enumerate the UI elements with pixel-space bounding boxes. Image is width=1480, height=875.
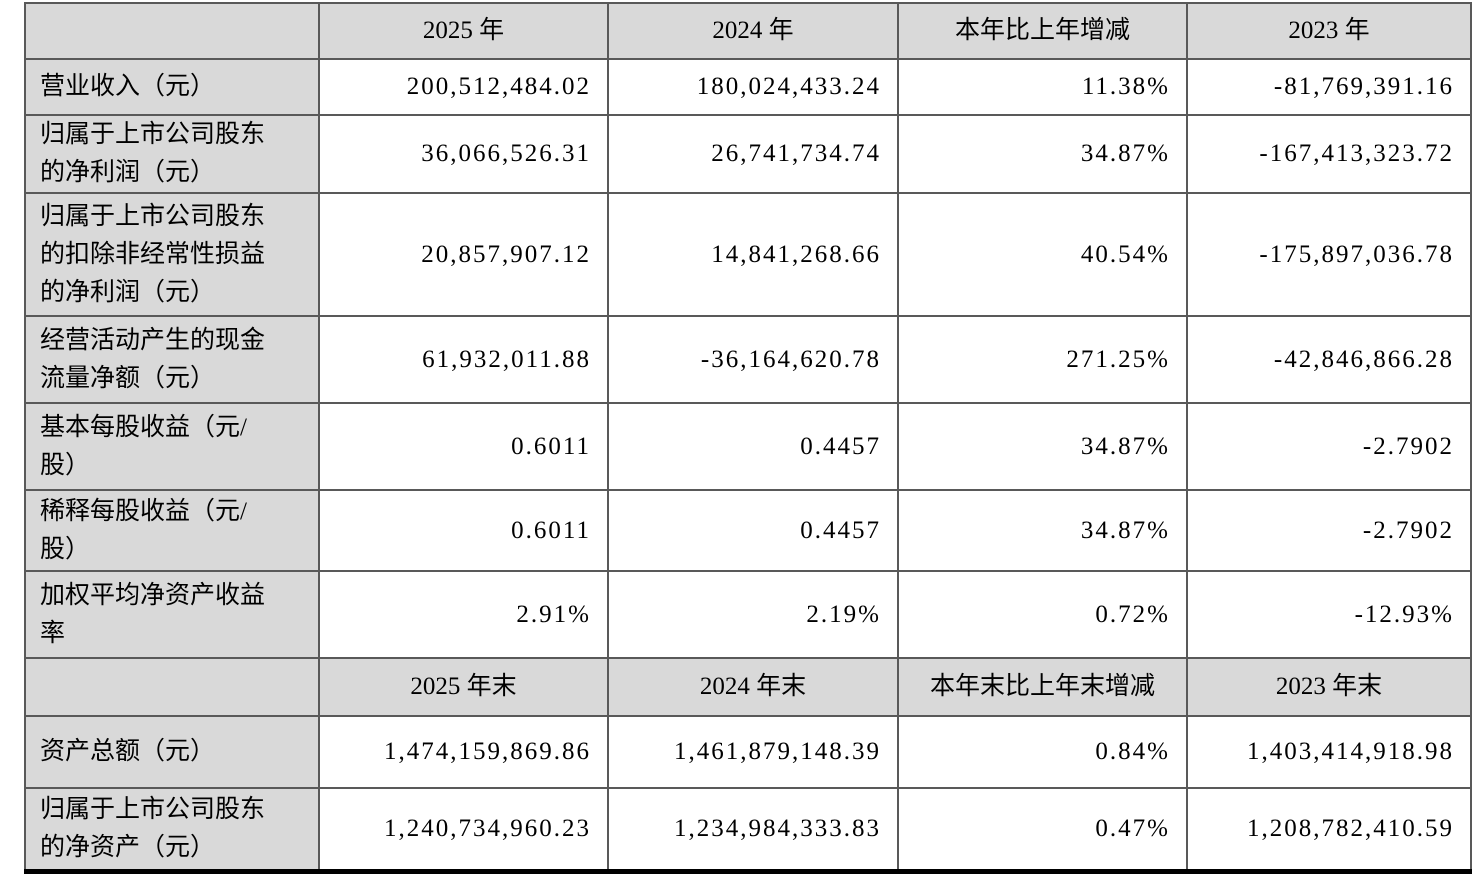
- table-row-revenue: 营业收入（元） 200,512,484.02 180,024,433.24 11…: [24, 58, 1472, 116]
- value-cell: 2.19%: [607, 570, 899, 659]
- financial-summary-table: 2025 年 2024 年 本年比上年增减 2023 年 营业收入（元） 200…: [24, 2, 1472, 874]
- value-cell: 61,932,011.88: [318, 315, 609, 404]
- header-cell-2023: 2023 年: [1186, 2, 1472, 60]
- table-row-total-assets: 资产总额（元） 1,474,159,869.86 1,461,879,148.3…: [24, 715, 1472, 789]
- header-cell-2025: 2025 年: [318, 2, 609, 60]
- value-cell: 1,461,879,148.39: [607, 715, 899, 789]
- row-label: 资产总额（元）: [24, 715, 320, 789]
- table-row-net-assets: 归属于上市公司股东 的净资产（元） 1,240,734,960.23 1,234…: [24, 787, 1472, 872]
- value-cell: 1,474,159,869.86: [318, 715, 609, 789]
- value-cell: 34.87%: [897, 489, 1188, 572]
- value-cell: -42,846,866.28: [1186, 315, 1472, 404]
- row-label: 经营活动产生的现金 流量净额（元）: [24, 315, 320, 404]
- value-cell: 0.6011: [318, 402, 609, 491]
- table-row-weighted-avg-roe: 加权平均净资产收益 率 2.91% 2.19% 0.72% -12.93%: [24, 570, 1472, 659]
- row-label: 归属于上市公司股东 的净利润（元）: [24, 114, 320, 194]
- value-cell: -167,413,323.72: [1186, 114, 1472, 194]
- value-cell: 26,741,734.74: [607, 114, 899, 194]
- table-row-net-profit: 归属于上市公司股东 的净利润（元） 36,066,526.31 26,741,7…: [24, 114, 1472, 194]
- value-cell: 1,403,414,918.98: [1186, 715, 1472, 789]
- value-cell: 0.4457: [607, 489, 899, 572]
- value-cell: 271.25%: [897, 315, 1188, 404]
- value-cell: 0.47%: [897, 787, 1188, 872]
- value-cell: -2.7902: [1186, 489, 1472, 572]
- value-cell: 0.4457: [607, 402, 899, 491]
- row-label: 归属于上市公司股东 的扣除非经常性损益 的净利润（元）: [24, 192, 320, 317]
- table-row-operating-cash-flow: 经营活动产生的现金 流量净额（元） 61,932,011.88 -36,164,…: [24, 315, 1472, 404]
- value-cell: 36,066,526.31: [318, 114, 609, 194]
- header-cell-year-end-change: 本年末比上年末增减: [897, 657, 1188, 717]
- table-row-net-profit-excl-nonrecurring: 归属于上市公司股东 的扣除非经常性损益 的净利润（元） 20,857,907.1…: [24, 192, 1472, 317]
- row-label: 稀释每股收益（元/ 股）: [24, 489, 320, 572]
- header-cell-2023-end: 2023 年末: [1186, 657, 1472, 717]
- row-label: 营业收入（元）: [24, 58, 320, 116]
- value-cell: 0.6011: [318, 489, 609, 572]
- header-cell-2024-end: 2024 年末: [607, 657, 899, 717]
- value-cell: 1,240,734,960.23: [318, 787, 609, 872]
- value-cell: -12.93%: [1186, 570, 1472, 659]
- row-label: 归属于上市公司股东 的净资产（元）: [24, 787, 320, 872]
- header-row-year-end: 2025 年末 2024 年末 本年末比上年末增减 2023 年末: [24, 657, 1472, 717]
- row-label: 基本每股收益（元/ 股）: [24, 402, 320, 491]
- value-cell: 1,234,984,333.83: [607, 787, 899, 872]
- value-cell: -175,897,036.78: [1186, 192, 1472, 317]
- header-cell-blank: [24, 657, 320, 717]
- value-cell: 14,841,268.66: [607, 192, 899, 317]
- value-cell: 40.54%: [897, 192, 1188, 317]
- value-cell: 0.84%: [897, 715, 1188, 789]
- value-cell: 1,208,782,410.59: [1186, 787, 1472, 872]
- row-label: 加权平均净资产收益 率: [24, 570, 320, 659]
- value-cell: -81,769,391.16: [1186, 58, 1472, 116]
- value-cell: 20,857,907.12: [318, 192, 609, 317]
- header-row-annual: 2025 年 2024 年 本年比上年增减 2023 年: [24, 2, 1472, 60]
- table-row-diluted-eps: 稀释每股收益（元/ 股） 0.6011 0.4457 34.87% -2.790…: [24, 489, 1472, 572]
- value-cell: 180,024,433.24: [607, 58, 899, 116]
- value-cell: 2.91%: [318, 570, 609, 659]
- table-row-basic-eps: 基本每股收益（元/ 股） 0.6011 0.4457 34.87% -2.790…: [24, 402, 1472, 491]
- header-cell-yoy-change: 本年比上年增减: [897, 2, 1188, 60]
- value-cell: 34.87%: [897, 402, 1188, 491]
- value-cell: 34.87%: [897, 114, 1188, 194]
- value-cell: 200,512,484.02: [318, 58, 609, 116]
- value-cell: 11.38%: [897, 58, 1188, 116]
- header-cell-blank: [24, 2, 320, 60]
- value-cell: -36,164,620.78: [607, 315, 899, 404]
- header-cell-2025-end: 2025 年末: [318, 657, 609, 717]
- header-cell-2024: 2024 年: [607, 2, 899, 60]
- value-cell: -2.7902: [1186, 402, 1472, 491]
- value-cell: 0.72%: [897, 570, 1188, 659]
